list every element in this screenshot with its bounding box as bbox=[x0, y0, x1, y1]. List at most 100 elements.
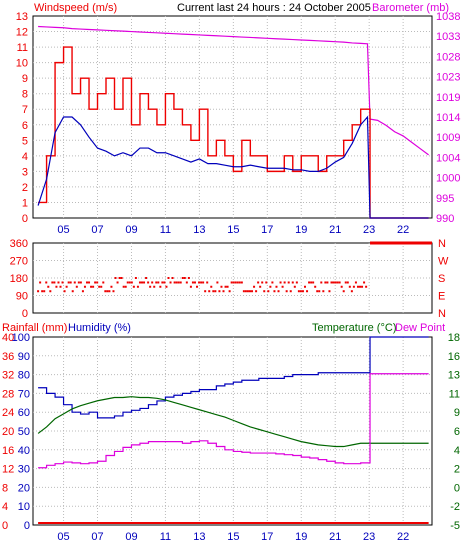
direction-point bbox=[153, 285, 156, 288]
direction-point bbox=[251, 290, 254, 293]
direction-point bbox=[344, 281, 347, 284]
humidity-y-tick: 30 bbox=[18, 464, 30, 476]
humidity-x-tick: 21 bbox=[329, 531, 341, 543]
wind-y-tick: 0 bbox=[22, 213, 28, 225]
direction-point bbox=[185, 281, 188, 284]
direction-point bbox=[206, 281, 209, 284]
humidity-y-tick: 100 bbox=[12, 332, 30, 344]
direction-point bbox=[138, 281, 141, 284]
rainfall-y-tick: 36 bbox=[2, 351, 14, 363]
direction-point bbox=[63, 290, 66, 293]
barometer-title: Barometer (mb) bbox=[372, 2, 449, 14]
direction-point bbox=[226, 285, 229, 288]
direction-point bbox=[102, 281, 105, 284]
direction-point bbox=[198, 281, 201, 284]
direction-point bbox=[141, 281, 144, 284]
direction-point bbox=[316, 290, 319, 293]
direction-point bbox=[332, 281, 335, 284]
humidity-y-tick: 90 bbox=[18, 351, 30, 363]
dewpoint-line bbox=[38, 373, 429, 469]
rainfall-y-tick: 32 bbox=[2, 370, 14, 382]
direction-point bbox=[69, 281, 72, 284]
compass-y-tick: N bbox=[438, 238, 446, 250]
rainfall-y-tick: 20 bbox=[2, 426, 14, 438]
direction-point bbox=[259, 285, 262, 288]
direction-point bbox=[204, 290, 207, 293]
direction-point bbox=[222, 290, 225, 293]
barometer-y-tick: 1019 bbox=[436, 92, 460, 104]
wind-y-tick: 3 bbox=[22, 166, 28, 178]
average-wind-line bbox=[37, 115, 429, 219]
direction-point bbox=[303, 285, 306, 288]
barometer-line bbox=[38, 25, 429, 156]
direction-point bbox=[210, 285, 213, 288]
direction-point bbox=[124, 285, 127, 288]
direction-point bbox=[269, 285, 272, 288]
direction-point bbox=[132, 285, 135, 288]
direction-point bbox=[114, 277, 117, 279]
wind-panel-frame bbox=[32, 15, 433, 219]
direction-point bbox=[181, 277, 184, 279]
direction-point bbox=[320, 281, 323, 284]
wind-x-tick: 21 bbox=[329, 224, 341, 236]
rainfall-y-tick: 12 bbox=[2, 464, 14, 476]
direction-point bbox=[43, 290, 46, 293]
temperature-y-tick: 6 bbox=[454, 426, 460, 438]
direction-point bbox=[359, 285, 362, 288]
direction-point bbox=[159, 285, 162, 288]
direction-point bbox=[110, 285, 113, 288]
direction-point bbox=[279, 281, 282, 284]
temperature-y-tick: -5 bbox=[450, 520, 460, 532]
humidity-x-tick: 23 bbox=[363, 531, 375, 543]
direction-point bbox=[352, 285, 355, 288]
wind-y-tick: 13 bbox=[16, 11, 28, 23]
direction-point bbox=[73, 281, 76, 284]
direction-point bbox=[265, 281, 268, 284]
direction-point bbox=[255, 290, 258, 293]
temperature-y-tick: 13 bbox=[448, 370, 460, 382]
temperature-title: Temperature (°C) bbox=[312, 322, 396, 334]
direction-point bbox=[100, 285, 103, 288]
direction-point bbox=[143, 281, 146, 284]
wind-y-tick: 11 bbox=[17, 42, 28, 54]
direction-point bbox=[165, 285, 168, 288]
direction-point bbox=[338, 281, 341, 284]
rainfall-title: Rainfall (mm) bbox=[2, 322, 67, 334]
direction-point bbox=[187, 277, 190, 279]
direction-point bbox=[147, 281, 150, 284]
direction-point bbox=[324, 281, 327, 284]
direction-point bbox=[106, 290, 109, 293]
wind-y-tick: 2 bbox=[22, 182, 28, 194]
rainfall-y-tick: 4 bbox=[2, 501, 8, 513]
direction-point bbox=[122, 285, 125, 288]
direction-point bbox=[289, 290, 292, 293]
humidity-x-tick: 07 bbox=[91, 531, 103, 543]
direction-point bbox=[167, 277, 170, 279]
direction-point bbox=[354, 281, 357, 284]
compass-y-tick: S bbox=[438, 273, 445, 285]
direction-point bbox=[177, 281, 180, 284]
direction-point bbox=[326, 281, 329, 284]
direction-point bbox=[145, 277, 148, 279]
direction-point bbox=[191, 281, 194, 284]
direction-point bbox=[83, 285, 86, 288]
humidity-y-tick: 40 bbox=[18, 445, 30, 457]
wind-x-tick: 11 bbox=[160, 224, 171, 236]
direction-point bbox=[92, 285, 95, 288]
direction-point bbox=[59, 285, 62, 288]
direction-point bbox=[287, 281, 290, 284]
barometer-y-tick: 1023 bbox=[436, 72, 460, 84]
direction-point bbox=[118, 277, 121, 279]
direction-point bbox=[236, 281, 239, 284]
direction-point bbox=[283, 281, 286, 284]
direction-point bbox=[318, 290, 321, 293]
humidity-y-tick: 70 bbox=[18, 388, 30, 400]
barometer-y-tick: 1004 bbox=[436, 152, 460, 164]
direction-point bbox=[75, 285, 78, 288]
direction-point bbox=[171, 277, 174, 279]
direction-point bbox=[230, 281, 233, 284]
humidity-x-tick: 19 bbox=[295, 531, 307, 543]
direction-point bbox=[342, 290, 345, 293]
windspeed-title: Windspeed (m/s) bbox=[34, 2, 117, 14]
